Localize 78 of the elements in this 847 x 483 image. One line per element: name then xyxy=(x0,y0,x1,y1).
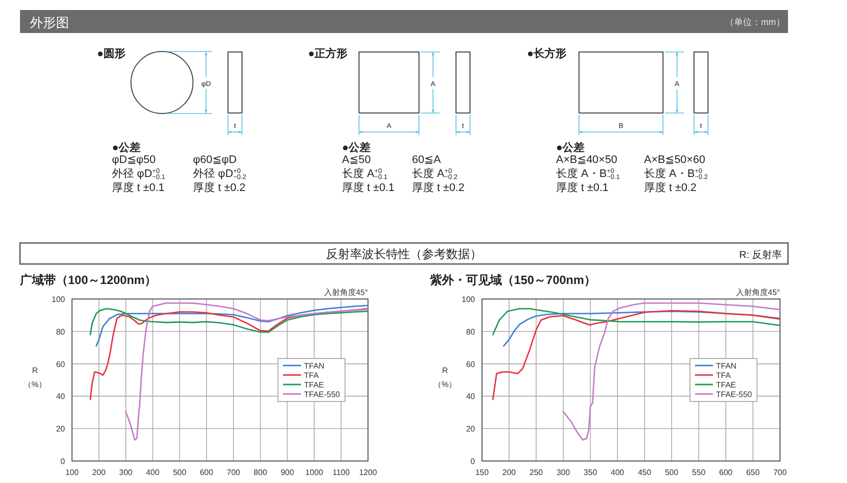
x-tick-label: 400 xyxy=(610,468,625,477)
line-series xyxy=(492,310,781,400)
text: 入射角度45° xyxy=(324,288,368,297)
text: A×B≦50×60 xyxy=(644,154,706,166)
x-tick-label: 1100 xyxy=(332,468,350,477)
line-series xyxy=(124,302,369,441)
x-tick-label: 1200 xyxy=(359,468,378,477)
text: 入射角度45° xyxy=(736,288,780,297)
text: R: 反射率 xyxy=(739,249,782,261)
legend-label: TFA xyxy=(716,371,732,380)
x-tick-label: 150 xyxy=(475,468,490,477)
x-tick-label: 300 xyxy=(119,468,134,477)
y-tick-label: 20 xyxy=(56,424,66,434)
text: ●正方形 xyxy=(308,47,348,60)
x-tick-label: 600 xyxy=(200,468,214,477)
x-tick-label: 250 xyxy=(530,468,544,477)
y-tick-label: 40 xyxy=(466,392,476,402)
x-tick-label: 1000 xyxy=(305,468,324,477)
x-tick-label: 200 xyxy=(92,468,106,477)
x-tick-label: 400 xyxy=(146,468,160,477)
x-tick-label: 650 xyxy=(746,468,760,477)
legend-label: TFAE-550 xyxy=(716,390,753,399)
text: φ60≦φD xyxy=(193,154,237,166)
x-tick-label: 300 xyxy=(556,468,570,477)
y-tick-label: 0 xyxy=(60,457,66,466)
y-tick-label: 40 xyxy=(56,392,66,402)
text: 厚度 t ±0.1 xyxy=(112,181,164,194)
x-tick-label: 500 xyxy=(664,468,679,477)
text: ●长方形 xyxy=(527,47,567,60)
x-tick-label: 800 xyxy=(254,468,268,477)
y-tick-label: 60 xyxy=(466,360,476,369)
text: 厚度 t ±0.1 xyxy=(342,181,394,194)
text: ●公差 xyxy=(112,141,141,154)
text: （单位：mm） xyxy=(725,17,785,27)
x-tick-label: 700 xyxy=(773,468,788,477)
line-series xyxy=(562,302,781,441)
legend-label: TFAE xyxy=(716,380,736,390)
text: 厚度 t ±0.2 xyxy=(412,181,464,194)
text: A×B≦40×50 xyxy=(556,154,618,166)
y-tick-label: 20 xyxy=(466,424,476,434)
y-tick-label: 80 xyxy=(466,327,476,336)
y-axis-title: R （%） xyxy=(433,366,457,389)
x-tick-label: 900 xyxy=(280,468,294,477)
text: ●公差 xyxy=(342,141,371,154)
legend-label: TFAE xyxy=(304,380,324,390)
legend-label: TFAN xyxy=(304,362,325,370)
text: 60≦A xyxy=(412,154,442,166)
x-tick-label: 700 xyxy=(226,468,241,477)
text: 厚度 t ±0.2 xyxy=(193,181,246,194)
y-tick-label: 60 xyxy=(56,360,66,369)
x-tick-label: 100 xyxy=(65,468,80,477)
legend-label: TFA xyxy=(304,371,320,380)
y-tick-label: 100 xyxy=(462,295,476,304)
chart-title: 紫外・可见域（150～700nm） xyxy=(429,273,596,287)
line-series xyxy=(492,308,781,336)
y-tick-label: 100 xyxy=(52,295,66,304)
text: 厚度 t ±0.1 xyxy=(556,181,608,194)
chart-title: 广域带（100～1200nm） xyxy=(19,273,157,287)
x-tick-label: 200 xyxy=(502,468,516,477)
x-tick-label: 550 xyxy=(692,468,706,477)
x-tick-label: 500 xyxy=(172,468,187,477)
x-tick-label: 600 xyxy=(719,468,734,477)
legend-label: TFAN xyxy=(716,362,737,370)
text: 厚度 t ±0.2 xyxy=(644,181,696,194)
text: A≦50 xyxy=(342,154,371,166)
x-tick-label: 350 xyxy=(584,468,598,477)
text: ●圆形 xyxy=(97,48,126,60)
y-axis-title: R （%） xyxy=(23,366,47,389)
y-tick-label: 80 xyxy=(56,327,66,336)
text: 反射率波长特性（参考数据） xyxy=(326,247,482,261)
line-series xyxy=(90,308,369,336)
text: φD≦φ50 xyxy=(112,154,156,166)
text: ●公差 xyxy=(556,141,585,154)
line-series xyxy=(96,304,369,347)
text: 外形图 xyxy=(30,15,69,30)
y-tick-label: 0 xyxy=(470,457,476,466)
x-tick-label: 450 xyxy=(638,468,652,477)
legend-label: TFAE-550 xyxy=(304,390,341,399)
